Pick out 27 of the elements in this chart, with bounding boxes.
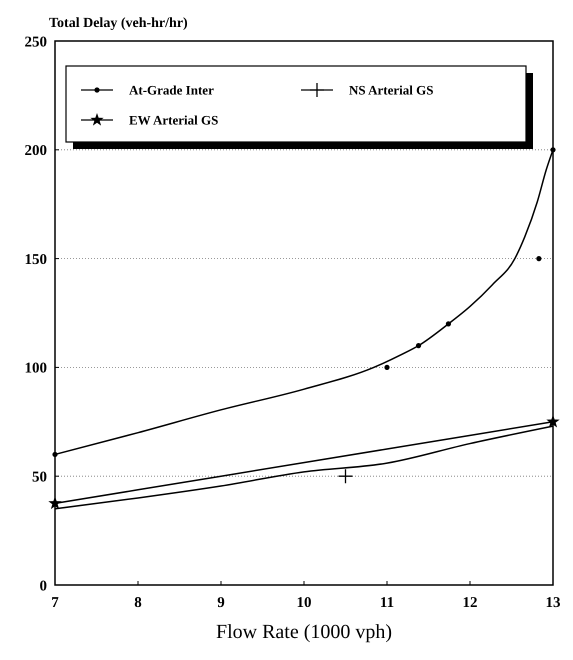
point [338,468,354,484]
x-tick-label: 8 [134,595,142,611]
x-tick-label: 13 [546,595,560,611]
legend-label: At-Grade Inter [129,82,214,98]
point [446,321,452,326]
point [546,414,560,428]
point [550,147,556,152]
x-tick-label: 7 [51,595,60,611]
x-axis-title: Flow Rate (1000 vph) [216,621,392,643]
legend-label: EW Arterial GS [129,112,218,128]
point [48,496,62,510]
y-tick-label: 150 [24,252,47,268]
x-tick-label: 10 [296,595,312,611]
y-tick-label: 50 [32,469,47,486]
y-tick-label: 250 [24,34,47,50]
point [52,452,58,458]
point [384,364,390,370]
y-tick-label: 0 [40,578,47,594]
x-tick-label: 11 [380,595,394,611]
y-axis-title: Total Delay (veh-hr/hr) [49,16,188,31]
x-tick-label: 12 [462,595,478,611]
point [416,343,422,348]
point [536,256,542,262]
y-tick-label: 100 [24,360,47,377]
x-tick-label: 9 [217,595,225,611]
y-tick-label: 200 [24,143,47,160]
legend-label: NS Arterial GS [349,82,434,98]
